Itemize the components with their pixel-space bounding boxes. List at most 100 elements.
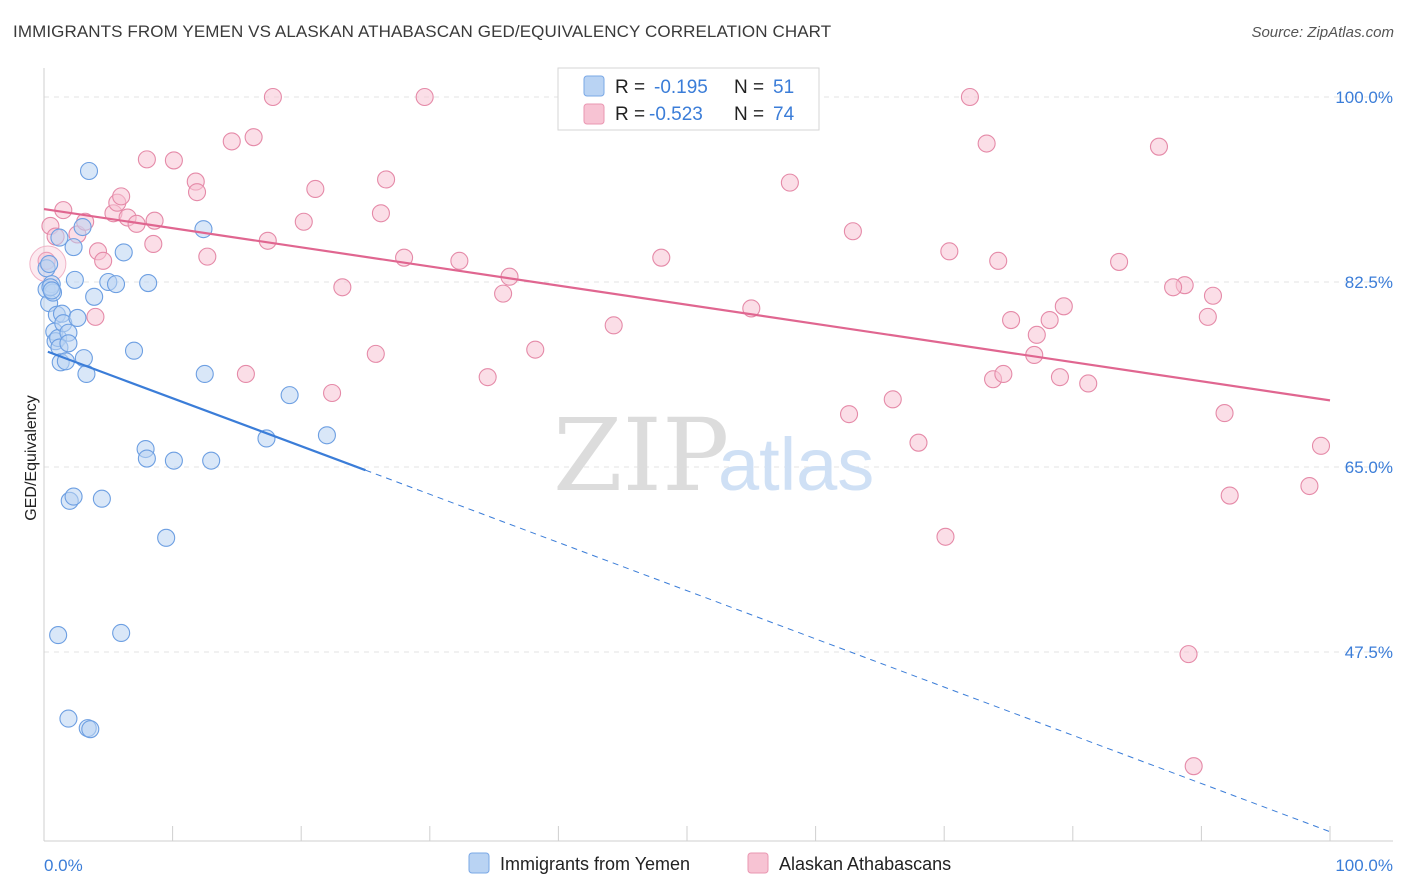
bottom-legend-swatch-athabascan	[747, 852, 769, 874]
yemen-point	[64, 238, 83, 257]
bottom-legend-label-athabascan: Alaskan Athabascans	[779, 854, 951, 874]
yemen-point	[164, 451, 183, 470]
yemen-point	[49, 626, 68, 645]
athabascan-point	[1149, 137, 1169, 156]
yemen-point	[106, 275, 126, 294]
athabascan-point	[236, 364, 255, 384]
athabascan-point	[1002, 311, 1021, 330]
series-alaskan-athabascans-points	[29, 87, 1331, 776]
athabascan-point	[994, 364, 1013, 384]
athabascan-point	[494, 284, 513, 303]
legend-n-label-athabascan: N =	[734, 104, 764, 125]
legend-swatch-athabascan	[583, 103, 605, 125]
athabascan-point	[478, 368, 497, 387]
legend-n-value-yemen: 51	[773, 77, 794, 98]
y-tick-label: 65.0%	[1345, 458, 1393, 477]
athabascan-point	[377, 170, 396, 189]
yemen-point	[59, 709, 78, 728]
y-axis-label: GED/Equivalency	[23, 395, 40, 520]
yemen-point	[42, 281, 61, 300]
yemen-point	[73, 217, 92, 237]
yemen-point	[202, 451, 221, 470]
athabascan-point	[294, 212, 313, 231]
trend-line-yemen	[47, 350, 366, 472]
athabascan-point	[1311, 436, 1331, 455]
athabascan-point	[222, 132, 241, 151]
athabascan-point	[909, 433, 928, 452]
trend-lines	[43, 207, 1331, 833]
athabascan-point	[960, 87, 979, 107]
trend-line-yemen-extrapolated	[365, 469, 1331, 833]
legend-n-label-yemen: N =	[734, 77, 764, 98]
athabascan-point	[1220, 486, 1239, 505]
athabascan-point	[450, 251, 469, 270]
legend-swatch-yemen	[583, 75, 605, 97]
athabascan-point	[263, 87, 282, 107]
source-label: Source: ZipAtlas.com	[1251, 24, 1394, 41]
y-tick-label: 47.5%	[1345, 643, 1393, 662]
legend-box: R = -0.195 N = 51 R = -0.523 N = 74	[557, 67, 820, 131]
legend-r-label-yemen: R =	[615, 77, 645, 98]
athabascan-point	[366, 344, 385, 363]
athabascan-point	[137, 150, 156, 169]
yemen-point	[40, 254, 59, 274]
athabascan-point	[1110, 252, 1129, 271]
athabascan-point	[1164, 278, 1183, 297]
yemen-point	[114, 243, 133, 262]
yemen-point	[64, 487, 83, 506]
athabascan-point	[86, 307, 105, 326]
athabascan-point	[1198, 307, 1217, 326]
athabascan-point	[883, 390, 902, 409]
bottom-legend-label-yemen: Immigrants from Yemen	[500, 854, 690, 874]
yemen-point	[280, 386, 299, 405]
athabascan-point	[604, 316, 623, 335]
athabascan-point	[306, 179, 325, 199]
athabascan-point	[1300, 476, 1319, 496]
y-tick-label: 100.0%	[1335, 88, 1393, 107]
athabascan-point	[333, 278, 352, 297]
athabascan-point	[144, 234, 163, 253]
axes	[43, 68, 1393, 842]
yemen-point	[81, 720, 100, 739]
athabascan-point	[989, 251, 1008, 270]
athabascan-point	[780, 173, 799, 192]
athabascan-point	[164, 151, 183, 170]
yemen-point	[79, 161, 99, 181]
athabascan-point	[1215, 404, 1234, 423]
bottom-legend: Immigrants from Yemen Alaskan Athabascan…	[468, 852, 951, 874]
yemen-point	[85, 287, 104, 306]
yemen-point	[50, 228, 69, 247]
athabascan-point	[187, 183, 207, 202]
watermark: ZIP atlas	[553, 397, 874, 514]
yemen-point	[65, 270, 84, 289]
athabascan-point	[652, 248, 671, 267]
yemen-point	[139, 274, 158, 293]
series-yemen-points	[37, 161, 336, 739]
legend-r-value-yemen: -0.195	[654, 77, 708, 98]
yemen-point	[68, 308, 87, 327]
athabascan-point	[1184, 757, 1203, 776]
athabascan-point	[94, 251, 113, 270]
athabascan-point	[415, 87, 434, 107]
y-tick-label: 82.5%	[1345, 273, 1393, 292]
legend-r-value-athabascan: -0.523	[649, 104, 703, 125]
yemen-point	[137, 449, 156, 468]
y-tick-labels: 47.5% 65.0% 82.5% 100.0%	[1335, 88, 1393, 662]
athabascan-point	[198, 247, 217, 266]
athabascan-point	[940, 242, 959, 261]
x-tick-min: 0.0%	[44, 856, 83, 875]
legend-n-value-athabascan: 74	[773, 104, 795, 125]
athabascan-point	[977, 134, 996, 153]
athabascan-point	[323, 383, 342, 403]
yemen-point	[124, 341, 144, 360]
trend-line-athabascan	[43, 207, 1331, 402]
yemen-point	[157, 528, 176, 547]
athabascan-point	[1079, 374, 1098, 393]
yemen-point	[112, 623, 131, 643]
yemen-point	[59, 334, 78, 353]
yemen-point	[92, 489, 111, 508]
athabascan-point	[244, 128, 263, 147]
athabascan-point	[1027, 325, 1046, 344]
legend-r-label-athabascan: R =	[615, 104, 645, 125]
